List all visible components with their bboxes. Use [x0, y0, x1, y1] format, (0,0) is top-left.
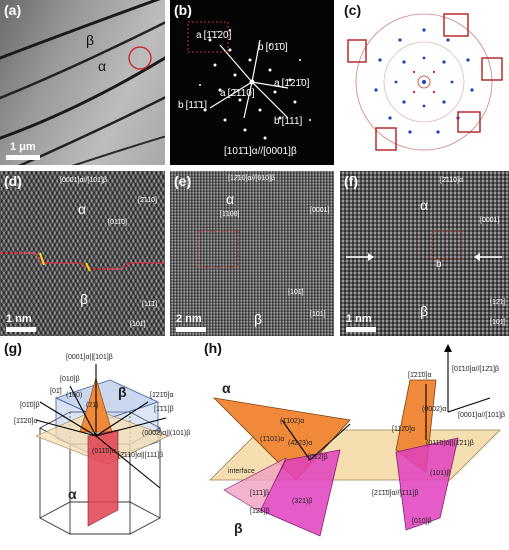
panel-d-v2: [011̄0]: [108, 219, 127, 226]
panel-g-l011: [01̄]: [50, 388, 62, 395]
panel-a-lath-boundaries: [0, 0, 165, 165]
panel-e-v2: [0001]: [310, 207, 330, 214]
panel-b-zone-axis: [101̄1]α//[0001]β: [224, 146, 297, 157]
panel-b-b2: b [11̄1]: [178, 100, 208, 111]
panel-a-scale-text: 1 μm: [10, 141, 36, 153]
panel-d-beta: β: [80, 291, 89, 307]
panel-h-l1102: (1̄102)α: [280, 418, 305, 425]
panel-f-markers: [346, 230, 502, 261]
panel-g-beta: β: [118, 384, 127, 400]
panel-g-l010b: [01̄0]β: [20, 402, 40, 409]
panel-e-alpha: α: [226, 191, 235, 207]
panel-e-box: [197, 230, 239, 268]
panel-f-zone: [2̄110]α: [440, 177, 463, 184]
panel-e-zone: [12̄10]α//[010]β: [228, 175, 275, 182]
panel-g-l1210: [1̄21̄0]α: [150, 392, 174, 399]
panel-a-label: (a): [4, 2, 22, 18]
panel-h-interface: interface: [228, 468, 255, 475]
panel-e-scale-bar: [176, 327, 206, 332]
panel-b-spots: [187, 21, 311, 140]
panel-d-scale-text: 1 nm: [6, 313, 32, 325]
panel-h-alpha: α: [222, 380, 231, 396]
panel-d-v4: [101̄]: [130, 321, 146, 328]
panel-h-habit-plane-schematic: (h) [01̄10]α//[12̄1]β [0001]α//[101]β α …: [200, 340, 509, 550]
panel-b-label: (b): [174, 2, 192, 18]
panel-h-top: [01̄10]α//[12̄1]β: [452, 366, 499, 373]
panel-a-bright-field-tem: (a) β α 1 μm: [0, 0, 165, 165]
panel-e-beta: β: [254, 311, 263, 327]
panel-b-a2: a [1̄21̄0]: [274, 78, 310, 89]
panel-g-l100: (100): [66, 392, 83, 399]
panel-g-l21: (21): [86, 402, 99, 409]
panel-e-scale-text: 2 nm: [176, 313, 202, 325]
panel-e-v1: [1̄100]: [220, 211, 240, 218]
panel-h-label: (h): [204, 340, 222, 356]
panel-h-l0002: (0002)α: [422, 406, 447, 413]
panel-g-l2110: [2̄110]α||[111]β: [118, 452, 164, 459]
panel-h-l1120: [112̄0]α: [392, 426, 415, 433]
panel-h-l4223: (4̄223)α: [288, 440, 313, 447]
panel-h-l1210: [1̄21̄0]α: [408, 372, 432, 379]
panel-f-label: (f): [344, 173, 358, 189]
panel-f-hrtem: (f) [2̄110]α α β b [0001] [12̄1] [101̄] …: [340, 171, 509, 336]
panel-f-v3: [101̄]: [490, 319, 506, 326]
panel-e-v3: [101̄]: [288, 289, 304, 296]
panel-d-v3: [11̄1]: [142, 301, 158, 308]
panel-h-l0110: (011̄0)α||(1̄21)β: [426, 440, 474, 447]
panel-h-l321: (321)β: [292, 498, 313, 505]
panel-g-label: (g): [4, 340, 22, 356]
panel-d-v1: [2̄110]: [138, 197, 157, 204]
panel-d-alpha: α: [78, 201, 87, 217]
panel-c-indexed-pattern: (c): [340, 0, 509, 165]
panel-a-alpha-label: α: [98, 58, 107, 74]
panel-h-l101: (101)β: [430, 470, 451, 477]
panel-h-l012: [0̄12]β: [308, 454, 328, 461]
panel-g-l0002: (0002)α||(101)β: [142, 430, 191, 437]
panel-h-l010: [010]β: [412, 518, 432, 525]
panel-f-alpha: α: [420, 197, 429, 213]
panel-f-b: b: [436, 259, 442, 270]
panel-e-label: (e): [174, 173, 192, 189]
panel-b-a1: a [1̄1̄20]: [196, 30, 232, 41]
panel-a-red-circle: [128, 46, 152, 70]
panel-e-hrtem: (e) [12̄10]α//[010]β α β [1̄100] [0001] …: [170, 171, 334, 336]
panel-f-scale-text: 1 nm: [346, 313, 372, 325]
panel-d-zone: [0001]α//[101]β: [60, 177, 107, 184]
panel-a-beta-label: β: [86, 32, 95, 48]
panel-g-l0110: (011̄0)α: [92, 448, 116, 455]
panel-d-label: (d): [4, 173, 22, 189]
panel-h-l1101: (1̄101)α: [260, 436, 285, 443]
panel-g-alpha: α: [68, 486, 77, 502]
panel-c-label: (c): [344, 2, 362, 18]
panel-h-l111: [11̄1]β: [250, 490, 270, 497]
panel-b-b1: b [01̄0]: [258, 42, 288, 53]
panel-c-schematic: [347, 13, 503, 151]
panel-f-v2: [12̄1]: [490, 299, 506, 306]
panel-e-v4: [101]: [310, 311, 326, 318]
panel-b-diffraction-pattern: (b) a [1̄1̄20] b [01̄0] a [1̄21̄0] b [11…: [170, 0, 334, 165]
panel-g-l1120: [1̄1̄20]α: [14, 418, 38, 425]
panel-g-top: [0001]α||[101]β: [66, 354, 113, 361]
panel-h-diagram: [209, 344, 501, 537]
panel-d-scale-bar: [6, 327, 36, 332]
panel-f-scale-bar: [346, 327, 376, 332]
panel-d-interface: [0, 252, 165, 272]
panel-g-diagram: [35, 364, 169, 535]
panel-g-l111: [1̄1̄1]β: [154, 406, 174, 413]
panel-h-mid: [0001]α//[101]β: [458, 412, 505, 419]
panel-b-a3: a [2̄110]: [220, 88, 255, 99]
panel-b-b3: b [111]: [274, 116, 303, 127]
panel-f-beta: β: [420, 303, 429, 319]
panel-h-l121: [1̄2̄1]β: [250, 508, 270, 515]
panel-h-l2110: [21̄1̄0]α//[1̄11]β: [372, 490, 419, 497]
panel-g-l010: [010]β: [60, 376, 80, 383]
panel-f-v1: [0001]: [480, 217, 500, 224]
panel-d-hrtem: (d) [0001]α//[101]β α β [2̄110] [011̄0] …: [0, 171, 165, 336]
panel-g-crystal-schematic: (g) [0001]α||[101]β β α [010]β [1̄21̄0]α…: [0, 340, 200, 550]
panel-a-scale-bar: [6, 155, 40, 160]
panel-h-beta: β: [234, 520, 243, 536]
